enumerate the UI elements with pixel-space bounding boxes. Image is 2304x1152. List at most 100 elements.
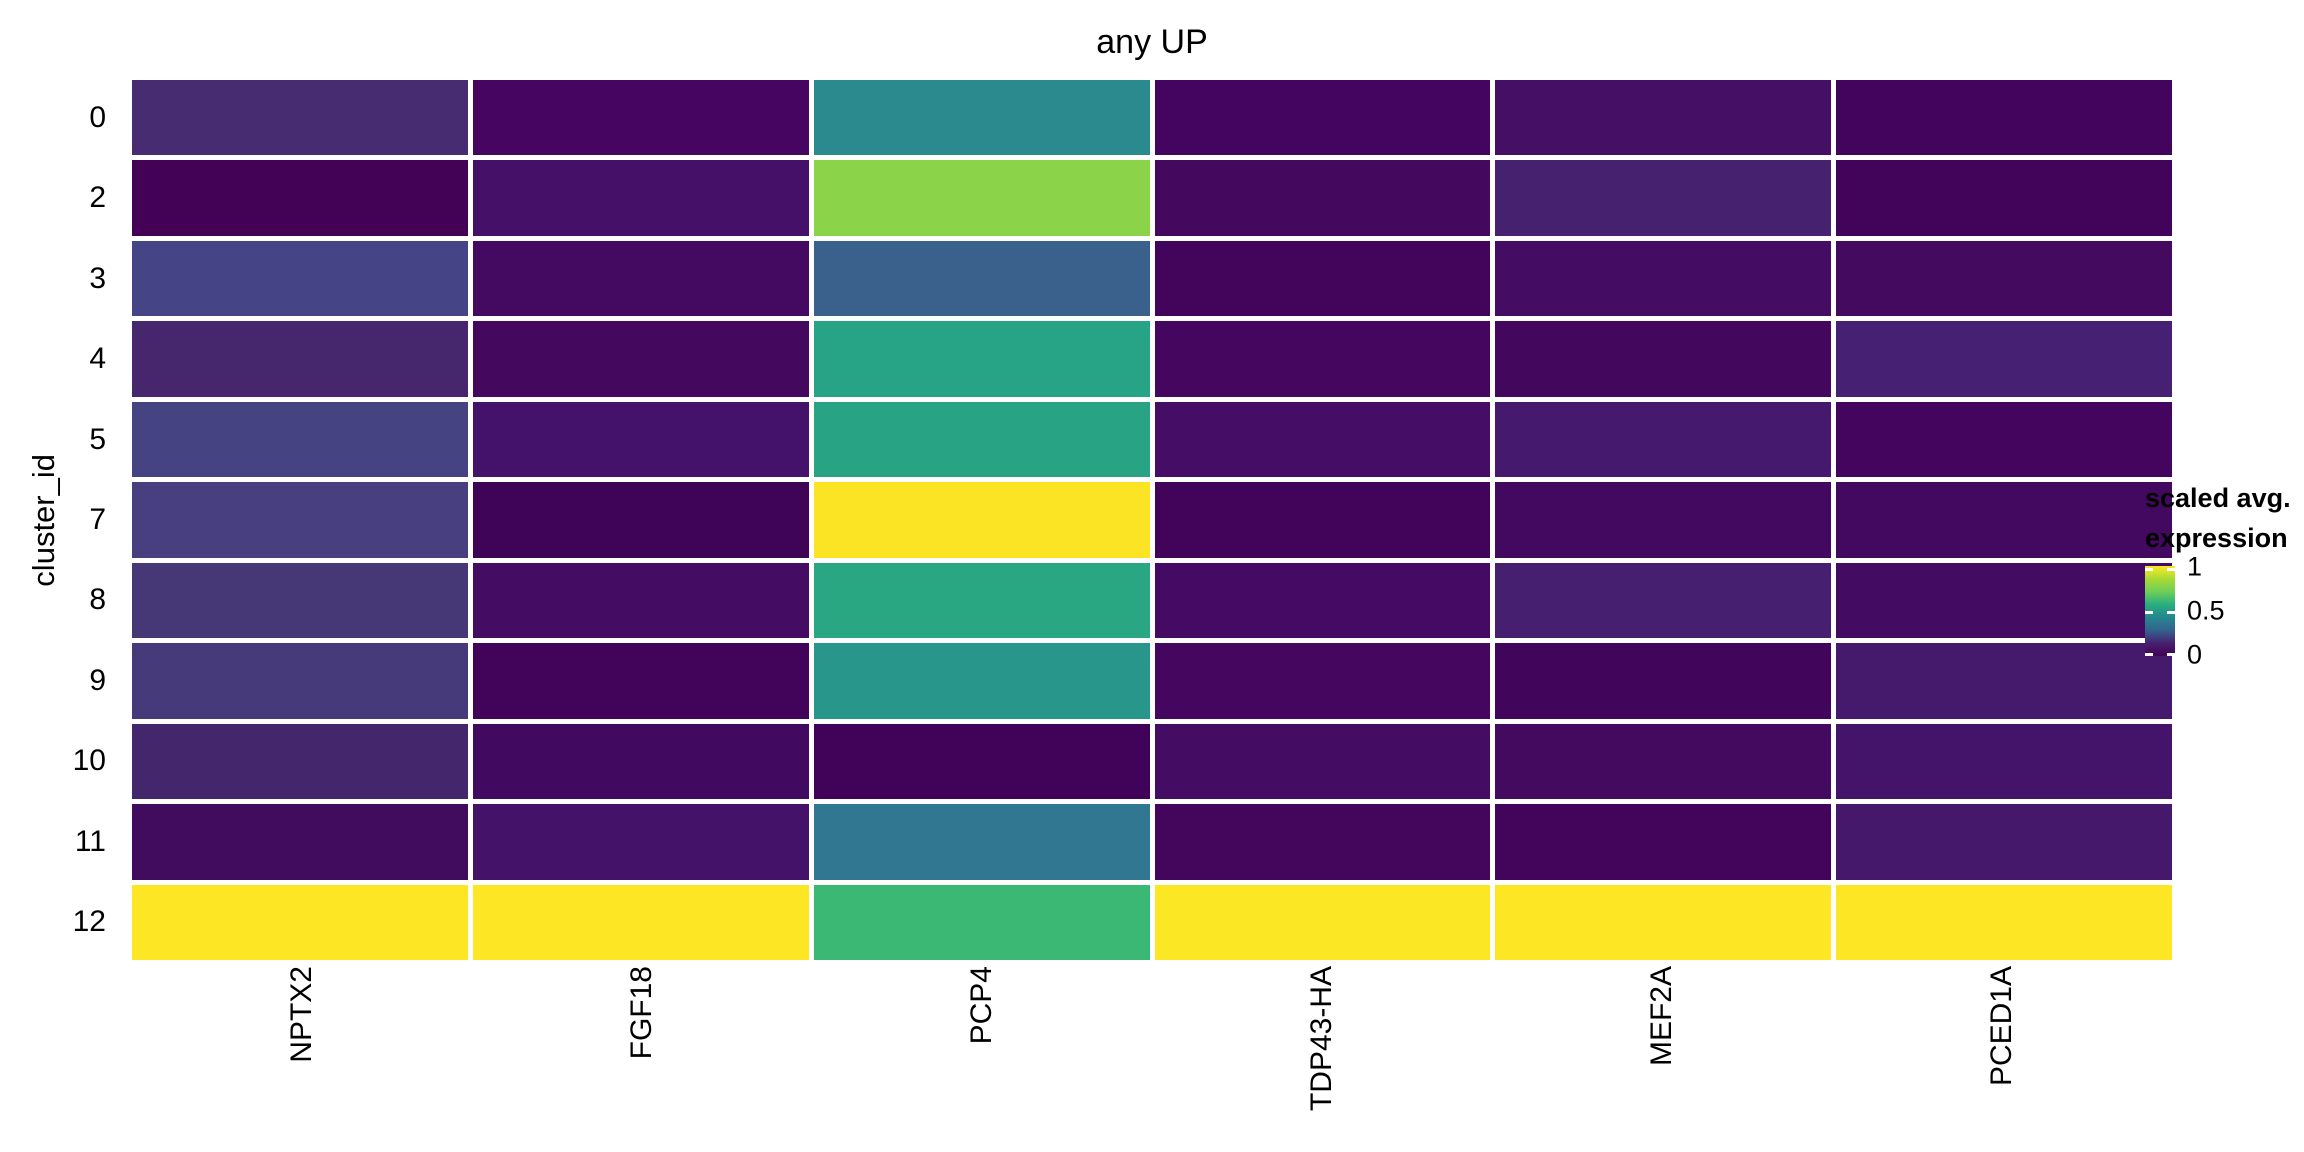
heatmap-cell-5-MEF2A <box>1495 401 1832 478</box>
heatmap-cell-12-FGF18 <box>472 884 809 960</box>
heatmap-cell-8-TDP43-HA <box>1154 562 1491 639</box>
heatmap-cell-2-NPTX2 <box>132 160 468 236</box>
heatmap-cell-9-PCP4 <box>813 643 1150 719</box>
heatmap-cell-2-MEF2A <box>1495 160 1832 236</box>
legend-tick-label-1: 1 <box>2187 551 2203 582</box>
y-tick-label-10: 10 <box>72 744 106 778</box>
heatmap-cell-11-MEF2A <box>1495 804 1832 880</box>
legend-title-line2: expression <box>2145 523 2288 553</box>
heatmap-cell-0-MEF2A <box>1495 80 1832 156</box>
heatmap-cell-5-PCED1A <box>1836 401 2172 478</box>
heatmap-cell-4-NPTX2 <box>132 321 468 397</box>
heatmap-cell-12-NPTX2 <box>132 884 468 960</box>
x-tick-label-TDP43-HA: TDP43-HA <box>1305 966 1338 1112</box>
heatmap-cell-8-PCED1A <box>1836 562 2172 639</box>
heatmap-cell-0-FGF18 <box>472 80 809 156</box>
heatmap-cell-4-TDP43-HA <box>1154 321 1491 397</box>
heatmap-cell-8-NPTX2 <box>132 562 468 639</box>
heatmap-cell-3-NPTX2 <box>132 240 468 317</box>
heatmap-cell-0-PCP4 <box>813 80 1150 156</box>
heatmap-cell-7-PCP4 <box>813 482 1150 558</box>
legend-title-line1: scaled avg. <box>2145 483 2291 513</box>
heatmap-cell-7-TDP43-HA <box>1154 482 1491 558</box>
heatmap-cell-4-PCED1A <box>1836 321 2172 397</box>
legend-tick-label-0: 0 <box>2187 639 2203 670</box>
x-tick-label-NPTX2: NPTX2 <box>285 966 318 1063</box>
heatmap-cell-12-PCED1A <box>1836 884 2172 960</box>
heatmap-grid <box>132 80 2172 960</box>
x-tick-label-wrap-NPTX2: NPTX2 <box>132 966 472 1152</box>
legend-title: scaled avg. expression <box>2145 478 2304 558</box>
heatmap-cell-5-FGF18 <box>472 401 809 478</box>
heatmap-cell-9-NPTX2 <box>132 643 468 719</box>
heatmap-cell-5-NPTX2 <box>132 401 468 478</box>
x-tick-label-wrap-FGF18: FGF18 <box>472 966 812 1152</box>
y-tick-label-9: 9 <box>89 663 106 697</box>
heatmap-cell-7-FGF18 <box>472 482 809 558</box>
legend-tick-dash-0 <box>2145 653 2153 656</box>
heatmap-cell-10-MEF2A <box>1495 723 1832 800</box>
chart-title: any UP <box>1096 23 1208 61</box>
heatmap-cell-7-NPTX2 <box>132 482 468 558</box>
y-axis-tick-labels: 0 2 3 4 5 7 8 9 10 11 12 <box>0 80 120 960</box>
heatmap-cell-3-PCP4 <box>813 240 1150 317</box>
heatmap-cell-4-PCP4 <box>813 321 1150 397</box>
heatmap-cell-8-FGF18 <box>472 562 809 639</box>
heatmap-cell-3-PCED1A <box>1836 240 2172 317</box>
heatmap-cell-4-FGF18 <box>472 321 809 397</box>
y-tick-label-11: 11 <box>74 824 106 858</box>
x-tick-label-MEF2A: MEF2A <box>1645 966 1678 1067</box>
x-tick-label-PCED1A: PCED1A <box>1985 966 2018 1087</box>
legend-tick-dash-0 <box>2167 653 2175 656</box>
heatmap-cell-8-PCP4 <box>813 562 1150 639</box>
heatmap-cell-11-PCP4 <box>813 804 1150 880</box>
y-tick-label-7: 7 <box>89 502 106 536</box>
legend-tick-label-0.5: 0.5 <box>2187 595 2225 626</box>
heatmap-cell-2-FGF18 <box>472 160 809 236</box>
heatmap-cell-3-FGF18 <box>472 240 809 317</box>
x-tick-label-wrap-MEF2A: MEF2A <box>1492 966 1832 1152</box>
legend-tick-dash-1 <box>2167 568 2175 571</box>
heatmap-cell-12-PCP4 <box>813 884 1150 960</box>
heatmap-cell-10-PCP4 <box>813 723 1150 800</box>
legend-colorbar-wrap: 1 0.5 0 <box>2145 552 2225 670</box>
heatmap-cell-11-NPTX2 <box>132 804 468 880</box>
heatmap-cell-0-PCED1A <box>1836 80 2172 156</box>
heatmap-cell-0-NPTX2 <box>132 80 468 156</box>
legend-tick-dash-1 <box>2145 568 2153 571</box>
y-tick-label-12: 12 <box>72 905 106 939</box>
x-tick-label-PCP4: PCP4 <box>965 966 998 1045</box>
x-tick-label-FGF18: FGF18 <box>625 966 658 1060</box>
heatmap-cell-9-MEF2A <box>1495 643 1832 719</box>
heatmap-cell-12-MEF2A <box>1495 884 1832 960</box>
y-tick-label-3: 3 <box>89 261 106 295</box>
y-tick-label-2: 2 <box>89 181 106 215</box>
y-tick-label-5: 5 <box>89 422 106 456</box>
y-tick-label-4: 4 <box>89 342 106 376</box>
heatmap-cell-3-TDP43-HA <box>1154 240 1491 317</box>
x-tick-label-wrap-TDP43-HA: TDP43-HA <box>1152 966 1492 1152</box>
legend-tick-dash-0.5 <box>2167 610 2175 614</box>
x-tick-label-wrap-PCED1A: PCED1A <box>1832 966 2172 1152</box>
heatmap-cell-3-MEF2A <box>1495 240 1832 317</box>
legend: scaled avg. expression 1 0.5 0 <box>2145 478 2304 670</box>
heatmap-cell-2-TDP43-HA <box>1154 160 1491 236</box>
heatmap-cell-10-PCED1A <box>1836 723 2172 800</box>
heatmap-cell-0-TDP43-HA <box>1154 80 1491 156</box>
legend-tick-dash-0.5 <box>2145 610 2153 614</box>
heatmap-cell-7-PCED1A <box>1836 482 2172 558</box>
heatmap-cell-10-FGF18 <box>472 723 809 800</box>
heatmap-cell-8-MEF2A <box>1495 562 1832 639</box>
heatmap-cell-7-MEF2A <box>1495 482 1832 558</box>
heatmap-cell-9-FGF18 <box>472 643 809 719</box>
heatmap-cell-2-PCED1A <box>1836 160 2172 236</box>
heatmap-cell-5-PCP4 <box>813 401 1150 478</box>
x-tick-label-wrap-PCP4: PCP4 <box>812 966 1152 1152</box>
heatmap-cell-4-MEF2A <box>1495 321 1832 397</box>
heatmap-cell-2-PCP4 <box>813 160 1150 236</box>
heatmap-cell-11-PCED1A <box>1836 804 2172 880</box>
y-tick-label-8: 8 <box>89 583 106 617</box>
heatmap-cell-5-TDP43-HA <box>1154 401 1491 478</box>
heatmap-cell-12-TDP43-HA <box>1154 884 1491 960</box>
